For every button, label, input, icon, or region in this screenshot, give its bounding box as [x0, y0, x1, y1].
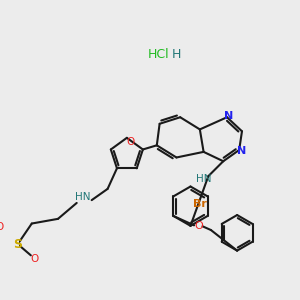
Text: N: N [224, 111, 233, 121]
Text: S: S [13, 238, 22, 250]
Text: HN: HN [75, 192, 90, 202]
Text: H: H [172, 48, 181, 61]
Text: O: O [194, 221, 203, 231]
Text: O: O [31, 254, 39, 264]
Text: O: O [0, 222, 4, 232]
Text: HN: HN [196, 174, 211, 184]
Text: HCl: HCl [147, 48, 169, 61]
Text: Br: Br [193, 199, 207, 209]
Text: N: N [237, 146, 247, 156]
Text: O: O [127, 136, 135, 147]
